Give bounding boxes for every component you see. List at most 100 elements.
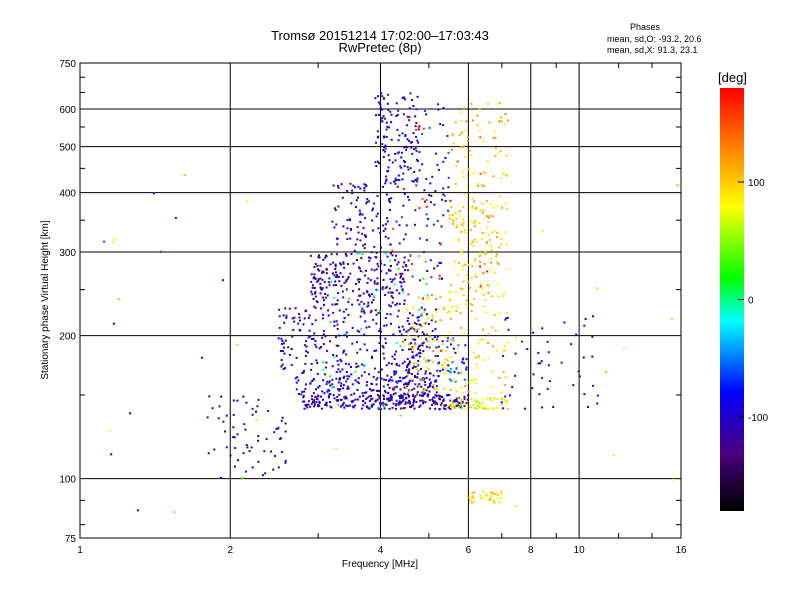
echo-point [460,371,463,374]
echo-point [502,354,505,357]
echo-point [427,323,430,325]
echo-point [382,149,385,152]
echo-point [392,402,395,405]
echo-point [444,305,447,308]
echo-point [350,400,353,403]
echo-point [302,394,305,397]
echo-point [446,346,449,349]
echo-point [465,366,468,369]
echo-point [456,402,459,405]
echo-point [515,505,518,507]
echo-point [385,223,387,226]
echo-point [468,381,471,384]
echo-point [482,359,485,362]
echo-point [428,378,431,381]
echo-point [308,400,310,403]
echo-point [419,399,422,402]
echo-point [387,109,390,112]
echo-point [482,272,485,275]
echo-point [399,165,402,168]
echo-point [420,313,423,316]
echo-point [415,394,418,397]
echo-point [309,382,312,384]
echo-point [462,294,465,296]
echo-point [413,387,416,390]
echo-point [395,102,398,105]
echo-point [504,231,507,234]
echo-point [425,376,428,379]
echo-point [389,396,392,399]
echo-point [412,132,415,134]
echo-point [280,419,283,422]
echo-point [494,137,497,140]
echo-point [447,337,449,340]
echo-point [451,399,453,402]
echo-point [412,404,415,407]
echo-point [416,180,419,183]
echo-point [362,227,365,230]
echo-point [384,389,386,392]
phase-stats-o: mean, sd,O: -93.2, 20.6 [607,34,702,44]
echo-point [322,379,325,382]
echo-point [456,160,459,163]
echo-point [500,391,503,394]
echo-point [498,501,501,504]
echo-point [339,405,342,408]
echo-point [431,398,434,401]
echo-point [366,406,368,409]
echo-point [506,311,508,314]
echo-point [470,398,473,401]
echo-point [413,398,415,401]
echo-point [338,393,341,396]
echo-point [363,247,366,250]
echo-point [291,335,294,338]
echo-point [414,338,417,341]
echo-point [346,227,349,230]
echo-point [251,407,254,410]
echo-point [392,387,395,389]
echo-point [423,189,426,192]
echo-point [376,282,379,285]
echo-point [443,362,446,364]
echo-point [373,295,376,298]
echo-point [246,200,249,203]
echo-point [408,140,411,142]
echo-point [241,477,244,480]
echo-point [358,303,361,306]
echo-point [363,363,366,366]
echo-point [436,163,439,166]
echo-point [344,362,347,365]
echo-point [316,362,319,364]
echo-point [395,179,398,181]
echo-point [344,395,347,398]
echo-point [391,254,394,257]
echo-point [414,209,417,212]
echo-point [306,403,309,406]
echo-point [348,363,350,366]
echo-point [491,231,494,234]
echo-point [340,384,342,387]
echo-point [369,388,371,391]
colorbar-tick-label: 100 [748,178,765,189]
echo-point [387,154,390,157]
echo-point [407,393,409,396]
echo-point [409,255,412,257]
echo-point [401,349,404,351]
echo-point [398,292,401,295]
echo-point [446,359,449,362]
echo-point [490,490,493,493]
echo-point [345,331,348,334]
echo-point [408,390,411,393]
echo-point [462,288,465,291]
echo-point [413,321,416,324]
echo-point [463,398,466,401]
echo-point [350,373,353,376]
echo-point [439,403,442,406]
echo-point [332,386,335,389]
echo-point [350,393,353,396]
echo-point [546,387,549,390]
echo-point [320,407,323,410]
echo-point [399,395,402,398]
echo-point [380,119,383,122]
echo-point [435,391,438,394]
